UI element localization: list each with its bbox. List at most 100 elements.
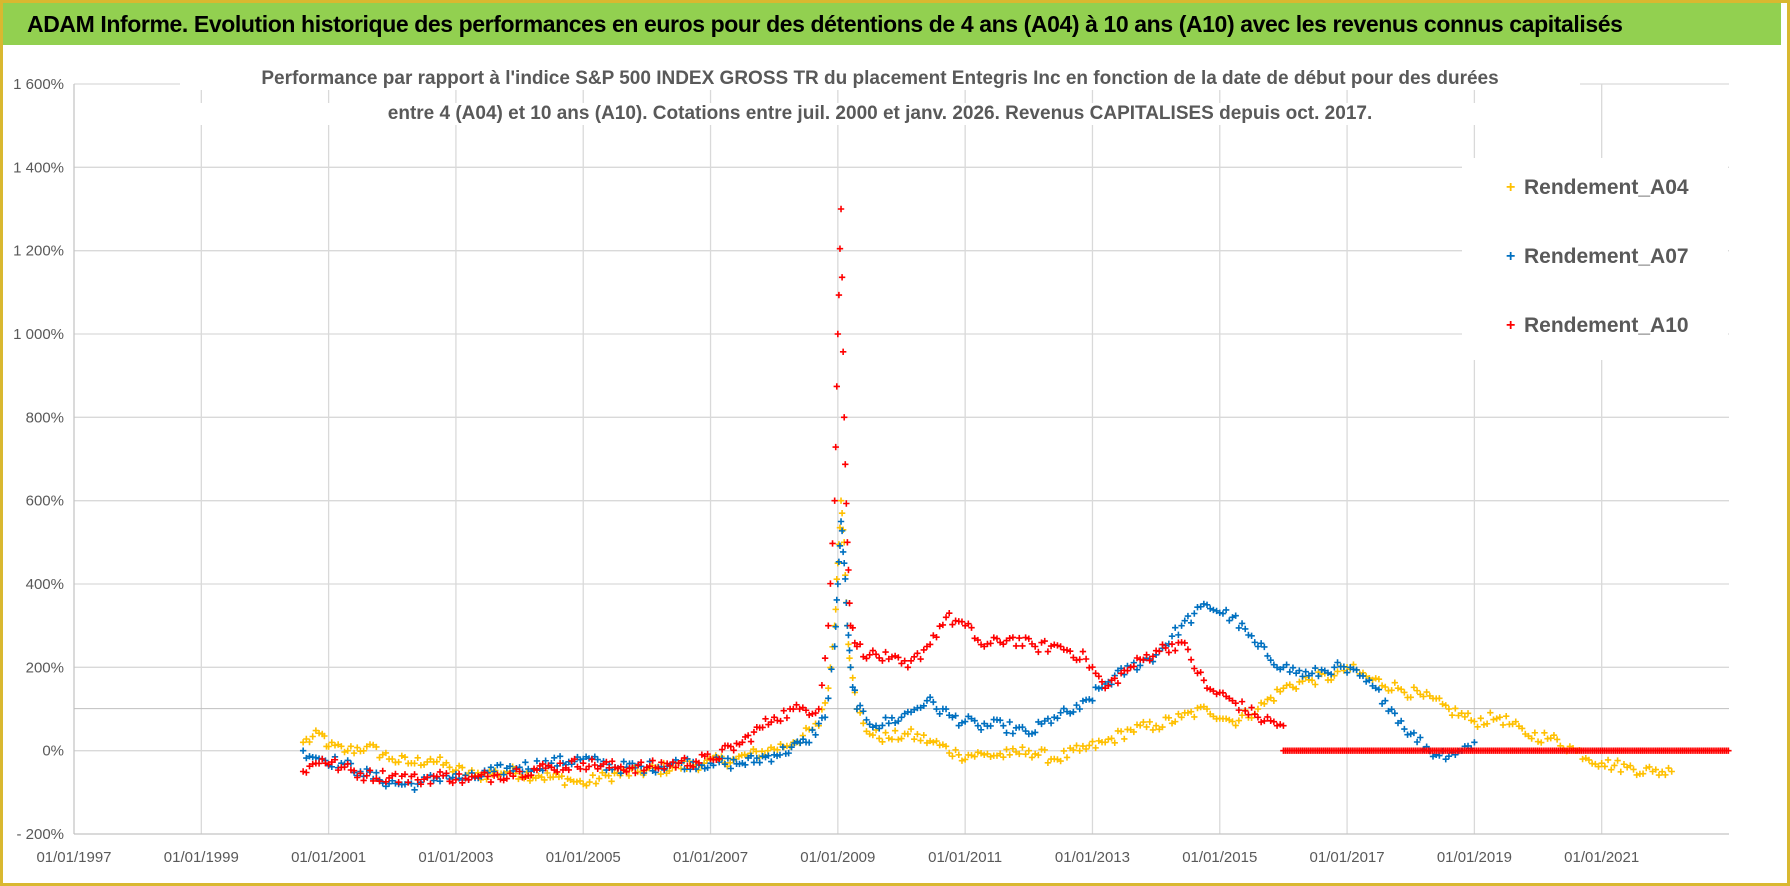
data-point-rendement-a04 bbox=[1003, 746, 1010, 753]
data-point-rendement-a04 bbox=[1630, 766, 1637, 773]
data-point-rendement-a07 bbox=[828, 666, 835, 673]
data-point-rendement-a04 bbox=[341, 748, 348, 756]
page-title-banner: ADAM Informe. Evolution historique des p… bbox=[3, 3, 1781, 45]
data-point-rendement-a10 bbox=[487, 778, 495, 786]
data-point-rendement-a07 bbox=[1257, 640, 1265, 647]
data-point-rendement-a07 bbox=[756, 759, 763, 766]
data-point-rendement-a04 bbox=[1378, 682, 1386, 689]
data-point-rendement-a04 bbox=[845, 641, 852, 648]
data-point-rendement-a04 bbox=[1238, 712, 1246, 719]
data-point-rendement-a07 bbox=[1312, 664, 1319, 672]
data-point-rendement-a10 bbox=[946, 609, 953, 617]
data-point-rendement-a04 bbox=[576, 777, 584, 785]
data-point-rendement-a07 bbox=[1235, 624, 1243, 632]
data-point-rendement-a07 bbox=[1238, 620, 1246, 627]
data-point-rendement-a04 bbox=[1060, 747, 1068, 755]
data-point-rendement-a10 bbox=[914, 650, 921, 657]
data-point-rendement-a04 bbox=[1448, 711, 1456, 719]
data-point-rendement-a10 bbox=[503, 775, 511, 782]
data-point-rendement-a04 bbox=[459, 764, 466, 771]
data-point-rendement-a10 bbox=[1041, 637, 1048, 645]
data-point-rendement-a10 bbox=[459, 779, 466, 786]
data-point-rendement-a07 bbox=[1315, 672, 1322, 680]
data-point-rendement-a10 bbox=[1168, 640, 1176, 648]
data-point-rendement-a07 bbox=[522, 759, 529, 766]
data-point-rendement-a07 bbox=[987, 722, 994, 730]
data-point-rendement-a07 bbox=[742, 761, 749, 769]
data-point-rendement-a07 bbox=[721, 760, 729, 768]
x-tick-label: 01/01/2021 bbox=[1564, 849, 1639, 866]
data-point-rendement-a07 bbox=[1175, 631, 1182, 639]
data-point-rendement-a04 bbox=[1541, 729, 1548, 737]
data-point-rendement-a10 bbox=[1105, 682, 1112, 690]
data-point-rendement-a04 bbox=[933, 737, 940, 745]
data-point-rendement-a04 bbox=[1662, 771, 1669, 779]
x-tick-label: 01/01/2013 bbox=[1055, 849, 1130, 866]
data-point-rendement-a10 bbox=[1219, 689, 1227, 697]
data-point-rendement-a10 bbox=[1251, 711, 1258, 718]
data-point-rendement-a10 bbox=[1235, 706, 1243, 714]
data-point-rendement-a07 bbox=[506, 763, 514, 770]
data-point-rendement-a04 bbox=[895, 736, 902, 743]
data-point-rendement-a07 bbox=[1057, 709, 1064, 716]
data-point-rendement-a04 bbox=[350, 749, 358, 757]
data-point-rendement-a10 bbox=[1191, 665, 1198, 672]
data-point-rendement-a07 bbox=[898, 714, 905, 721]
data-point-rendement-a10 bbox=[1098, 678, 1106, 686]
data-point-rendement-a07 bbox=[1226, 617, 1233, 624]
data-point-rendement-a04 bbox=[1614, 757, 1621, 764]
data-point-rendement-a04 bbox=[411, 760, 418, 767]
x-tick-label: 01/01/2005 bbox=[546, 849, 621, 866]
data-point-rendement-a04 bbox=[898, 735, 905, 742]
data-point-rendement-a07 bbox=[812, 731, 819, 738]
data-point-rendement-a07 bbox=[833, 596, 840, 604]
data-point-rendement-a07 bbox=[1327, 671, 1335, 678]
data-point-rendement-a04 bbox=[1095, 737, 1103, 745]
data-point-rendement-a07 bbox=[895, 717, 902, 725]
data-point-rendement-a10 bbox=[1079, 648, 1087, 655]
data-point-rendement-a07 bbox=[747, 752, 755, 759]
legend-marker-a07: + bbox=[1506, 248, 1516, 265]
data-point-rendement-a04 bbox=[1248, 714, 1255, 722]
data-point-rendement-a04 bbox=[1222, 715, 1230, 722]
data-point-rendement-a07 bbox=[765, 752, 772, 759]
x-tick-label: 01/01/1997 bbox=[36, 849, 111, 866]
data-point-rendement-a10 bbox=[1238, 698, 1246, 705]
data-point-rendement-a04 bbox=[1073, 742, 1080, 749]
data-point-rendement-a10 bbox=[839, 348, 847, 356]
data-point-rendement-a04 bbox=[1375, 675, 1383, 683]
data-point-rendement-a07 bbox=[971, 717, 978, 724]
data-point-rendement-a07 bbox=[779, 743, 787, 751]
x-tick-label: 01/01/1999 bbox=[164, 849, 239, 866]
data-point-rendement-a10 bbox=[907, 657, 915, 665]
x-tick-label: 01/01/2003 bbox=[418, 849, 493, 866]
data-point-rendement-a04 bbox=[930, 739, 937, 746]
data-point-rendement-a10 bbox=[920, 646, 927, 654]
data-point-rendement-a04 bbox=[433, 758, 441, 765]
data-point-rendement-a04 bbox=[395, 758, 402, 766]
data-point-rendement-a07 bbox=[1191, 610, 1198, 617]
data-point-rendement-a04 bbox=[373, 743, 380, 751]
data-point-rendement-a10 bbox=[533, 766, 541, 774]
data-point-rendement-a04 bbox=[1292, 685, 1300, 692]
data-point-rendement-a04 bbox=[1016, 750, 1023, 758]
data-point-rendement-a07 bbox=[1095, 685, 1103, 692]
data-point-rendement-a04 bbox=[344, 747, 351, 754]
data-point-rendement-a04 bbox=[331, 742, 339, 749]
data-point-rendement-a10 bbox=[1267, 717, 1274, 725]
data-point-rendement-a04 bbox=[1041, 746, 1048, 754]
data-point-rendement-a04 bbox=[879, 738, 886, 746]
data-point-rendement-a04 bbox=[1528, 735, 1535, 742]
data-point-rendement-a04 bbox=[1595, 763, 1602, 770]
data-point-rendement-a04 bbox=[1009, 745, 1017, 752]
data-point-rendement-a04 bbox=[436, 754, 444, 761]
data-point-rendement-a07 bbox=[1308, 670, 1316, 677]
data-point-rendement-a10 bbox=[704, 750, 711, 758]
data-point-rendement-a04 bbox=[911, 735, 918, 743]
data-point-rendement-a04 bbox=[382, 749, 390, 757]
data-point-rendement-a10 bbox=[1000, 640, 1007, 648]
data-point-rendement-a04 bbox=[846, 654, 853, 662]
data-point-rendement-a07 bbox=[1245, 631, 1252, 639]
data-point-rendement-a04 bbox=[1076, 747, 1083, 754]
data-point-rendement-a10 bbox=[527, 771, 535, 779]
